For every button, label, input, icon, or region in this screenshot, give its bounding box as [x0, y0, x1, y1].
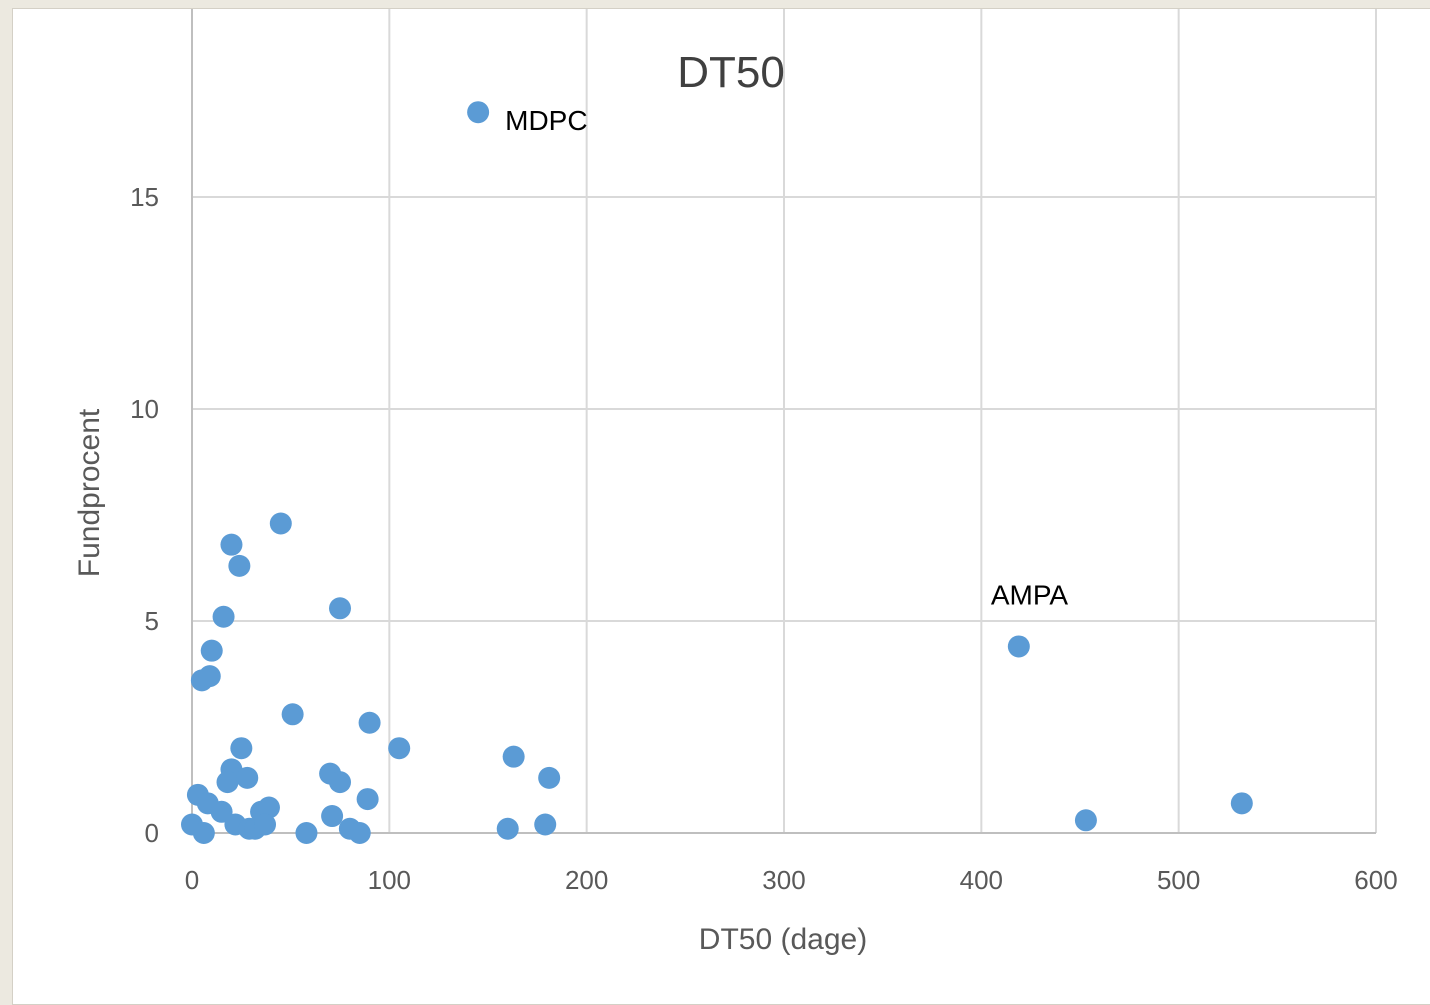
x-tick-label: 0	[185, 865, 199, 895]
data-point	[254, 813, 277, 836]
data-point	[321, 805, 344, 828]
data-point	[198, 665, 221, 688]
data-point	[538, 766, 561, 789]
data-point	[502, 745, 525, 768]
data-point	[329, 771, 351, 794]
x-tick-label: 600	[1354, 865, 1397, 895]
x-axis-title: DT50 (dage)	[699, 923, 867, 956]
data-point	[210, 800, 233, 823]
y-axis-title: Fundprocent	[73, 408, 106, 577]
data-point	[269, 512, 292, 535]
data-point	[257, 796, 280, 819]
data-point	[534, 813, 557, 836]
data-point	[1074, 809, 1097, 832]
chart-title: DT50	[677, 48, 785, 97]
data-label: MDPC	[505, 105, 587, 136]
data-point	[358, 711, 381, 734]
data-point	[216, 771, 239, 794]
data-point	[200, 639, 223, 662]
data-point	[212, 605, 235, 628]
data-point	[1007, 635, 1030, 658]
data-point	[467, 101, 490, 124]
data-point	[388, 737, 411, 760]
data-point	[348, 822, 371, 844]
data-point	[236, 766, 259, 789]
y-tick-label: 0	[145, 818, 159, 848]
data-label: AMPA	[991, 579, 1069, 610]
data-point	[228, 554, 251, 577]
y-tick-label: 15	[130, 182, 159, 212]
y-tick-label: 5	[145, 606, 159, 636]
x-tick-label: 200	[565, 865, 608, 895]
x-tick-label: 500	[1157, 865, 1200, 895]
y-tick-label: 10	[130, 394, 159, 424]
tick-labels: 0100200300400500600051015202530	[130, 182, 1398, 895]
data-point	[496, 817, 519, 840]
data-point	[329, 597, 351, 620]
data-point	[356, 788, 379, 811]
axes	[191, 9, 1376, 834]
data-point	[295, 822, 318, 844]
chart-frame: 0100200300400500600051015202530 1,2,4-tr…	[12, 8, 1430, 1005]
x-tick-label: 300	[762, 865, 805, 895]
x-tick-label: 400	[960, 865, 1003, 895]
scatter-chart: 0100200300400500600051015202530 1,2,4-tr…	[73, 9, 1398, 956]
x-tick-label: 100	[368, 865, 411, 895]
data-point	[281, 703, 304, 726]
gridlines	[192, 9, 1377, 833]
data-points	[181, 101, 1253, 844]
data-point	[220, 533, 243, 556]
data-point	[1230, 792, 1253, 815]
data-point	[192, 822, 215, 844]
data-labels: 1,2,4-triazolDPCBAMMDPCAMPA	[505, 105, 1069, 610]
data-point	[230, 737, 253, 760]
